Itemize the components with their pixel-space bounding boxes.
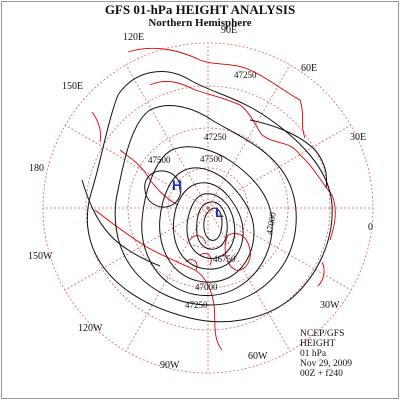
europe-coastline: [261, 134, 336, 241]
meridian-line: [125, 207, 209, 352]
meridian-line: [125, 64, 209, 209]
contour: [159, 167, 255, 283]
map-subtitle: Northern Hemisphere: [148, 17, 252, 29]
contour: [196, 201, 228, 250]
meridian-line: [64, 207, 209, 291]
contour-label: 46750: [213, 254, 236, 264]
uk-coastline: [317, 261, 325, 287]
longitude-label-60w: 60W: [248, 351, 268, 362]
info-block: NCEP/GFS HEIGHT 01 hPa Nov 29, 2009 00Z …: [300, 329, 352, 379]
longitude-label-120e: 120E: [123, 32, 145, 43]
meridians: [43, 43, 373, 373]
longitude-label-30e: 30E: [350, 132, 367, 143]
greenland-coastline: [224, 233, 251, 271]
info-field: HEIGHT: [300, 339, 336, 349]
contour-label: 47500: [148, 155, 171, 165]
north-america-coastline: [94, 209, 223, 351]
alaska-coastline: [119, 149, 179, 206]
contour: [114, 105, 297, 306]
meridian-line: [207, 207, 291, 352]
info-date: Nov 29, 2009: [300, 359, 352, 369]
contour-outer: [86, 71, 333, 323]
contour-west-ridge: [81, 179, 161, 267]
japan-coastline: [91, 111, 101, 143]
meridian-line: [64, 124, 209, 209]
contour-label: 47000: [264, 211, 278, 235]
contour-label: 47000: [195, 282, 218, 292]
info-level: 01 hPa: [300, 349, 327, 359]
longitude-label-90e: 90E: [221, 25, 238, 36]
longitude-label-150e: 150E: [62, 81, 84, 92]
meridian-line: [207, 124, 352, 209]
longitude-label-90w: 90W: [160, 360, 180, 371]
contour-label: 47250: [204, 132, 227, 142]
longitude-label-30w: 30W: [320, 300, 340, 311]
info-forecast-time: 00Z + f240: [300, 369, 343, 379]
contour-east-ridge: [249, 119, 328, 189]
contour: [141, 146, 273, 297]
meridian-line: [207, 64, 291, 209]
info-source: NCEP/GFS: [300, 329, 345, 339]
contour: [203, 207, 223, 241]
asia-coastline: [127, 47, 306, 139]
contour-high-loop: [144, 170, 182, 208]
contour: [186, 193, 236, 259]
height-contours: [81, 71, 333, 323]
high-pressure-center: H: [172, 177, 182, 193]
contour-label: 47250: [234, 70, 257, 80]
contour-label: 47250: [185, 300, 208, 310]
contour-label: 47500: [200, 154, 223, 164]
contour: [172, 182, 244, 270]
longitude-label-180: 180: [29, 163, 44, 174]
longitude-label-120w: 120W: [78, 323, 103, 334]
low-pressure-center: L: [215, 204, 224, 220]
longitude-label-0: 0: [368, 222, 373, 233]
siberia-coastline: [149, 80, 263, 136]
coastlines: [91, 47, 336, 351]
map-title: GFS 01-hPa HEIGHT ANALYSIS: [104, 2, 296, 17]
longitude-label-150w: 150W: [28, 251, 53, 262]
meridian-line: [207, 207, 352, 291]
longitude-label-60e: 60E: [301, 63, 318, 74]
